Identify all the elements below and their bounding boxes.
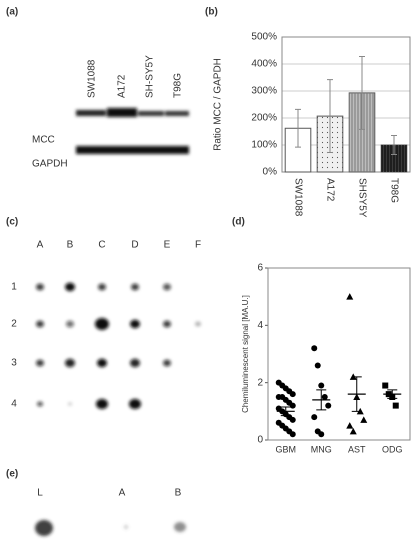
data-point [392, 402, 399, 409]
error-bar [387, 389, 398, 399]
panel-label: (c) [6, 217, 18, 228]
blot-lane-label: A [119, 488, 126, 499]
blot-spot [131, 283, 139, 291]
blot-spot [68, 402, 72, 406]
blot-spot [36, 359, 44, 367]
x-tick-label: GBM [275, 444, 296, 454]
y-tick-label: 300% [251, 86, 277, 97]
column-label: B [67, 240, 74, 251]
y-tick-label: 0% [263, 167, 278, 178]
blot-spot [97, 358, 107, 368]
x-tick-label: A172 [324, 178, 335, 202]
panel-label: (d) [232, 217, 245, 228]
blot-lane-label: L [37, 488, 43, 499]
y-axis-label: Chemiluminescent signal [MA.U.] [241, 295, 250, 413]
blot-spot [163, 283, 171, 291]
blot-spot [129, 398, 141, 410]
y-tick-label: 500% [251, 32, 277, 43]
data-point [360, 416, 368, 423]
y-tick-label: 6 [257, 263, 263, 274]
row-label: 2 [11, 319, 17, 330]
data-point [346, 293, 354, 300]
y-tick-label: 4 [257, 320, 263, 331]
blot-e-image [35, 520, 186, 536]
data-point [311, 414, 318, 421]
blot-lane-label: T98G [173, 73, 184, 98]
x-tick-label: MNG [311, 444, 332, 454]
plot-frame [267, 267, 411, 441]
blot-spot [36, 283, 44, 291]
blot-lane-label: SH-SY5Y [145, 55, 156, 98]
blot-spot [163, 359, 171, 367]
dot-blot-image [36, 282, 201, 410]
blot-spot [98, 283, 106, 291]
data-point [289, 416, 296, 423]
data-point [346, 422, 354, 429]
column-label: C [98, 240, 105, 251]
blot-lane-label: SW1088 [87, 59, 98, 98]
x-tick-label: ODG [382, 444, 403, 454]
blot-spot [130, 358, 140, 368]
blot-spot [66, 320, 74, 328]
error-bar [391, 135, 397, 155]
x-tick-label: AST [348, 444, 366, 454]
data-point [311, 345, 318, 352]
data-point [289, 391, 296, 398]
data-point [318, 382, 325, 389]
blot-spot [95, 318, 109, 330]
data-point [321, 394, 328, 400]
blot-spot [130, 319, 140, 329]
blot-image [76, 108, 189, 154]
blot-spot [37, 401, 43, 407]
y-tick-label: 0 [257, 435, 263, 446]
y-tick-label: 2 [257, 377, 263, 388]
blot-spot [36, 320, 44, 328]
x-tick-label: SHSY5Y [356, 178, 367, 218]
row-label: 3 [11, 358, 17, 369]
data-point [289, 431, 296, 438]
blot-row-label: GAPDH [32, 159, 68, 170]
y-tick-label: 200% [251, 113, 277, 124]
blot-spot [174, 522, 186, 532]
error-bar [295, 108, 301, 148]
data-point [349, 427, 357, 435]
data-point [314, 362, 321, 369]
row-label: 1 [11, 282, 17, 293]
panel-label: (b) [205, 7, 218, 18]
error-bar [359, 55, 365, 130]
y-axis-label: Ratio MCC / GAPDH [213, 58, 224, 151]
blot-row-label: MCC [32, 135, 55, 146]
plot-frame [281, 36, 411, 173]
error-bar [327, 79, 333, 154]
blot-lane-label: A172 [117, 74, 128, 98]
blot-spot [65, 358, 75, 368]
y-tick-label: 100% [251, 140, 277, 151]
error-bar [316, 389, 327, 411]
blot-spot [124, 525, 128, 529]
data-point [318, 431, 325, 438]
row-label: 4 [11, 399, 17, 410]
column-label: E [164, 240, 171, 251]
blot-spot [195, 321, 201, 327]
x-tick-label: T98G [388, 178, 399, 203]
x-tick-label: SW1088 [292, 178, 303, 217]
error-bar [280, 406, 291, 417]
column-label: F [195, 240, 201, 251]
data-point [382, 382, 389, 389]
blot-spot [163, 320, 171, 328]
column-label: D [131, 240, 138, 251]
blot-spot [96, 398, 108, 410]
blot-spot [35, 520, 53, 536]
error-bar [351, 376, 362, 412]
data-point [289, 402, 296, 409]
panel-label: (e) [6, 469, 18, 480]
blot-spot [65, 282, 75, 292]
column-label: A [37, 240, 44, 251]
panel-label: (a) [6, 7, 18, 18]
blot-lane-label: B [175, 488, 182, 499]
y-tick-label: 400% [251, 59, 277, 70]
data-point [325, 402, 332, 409]
